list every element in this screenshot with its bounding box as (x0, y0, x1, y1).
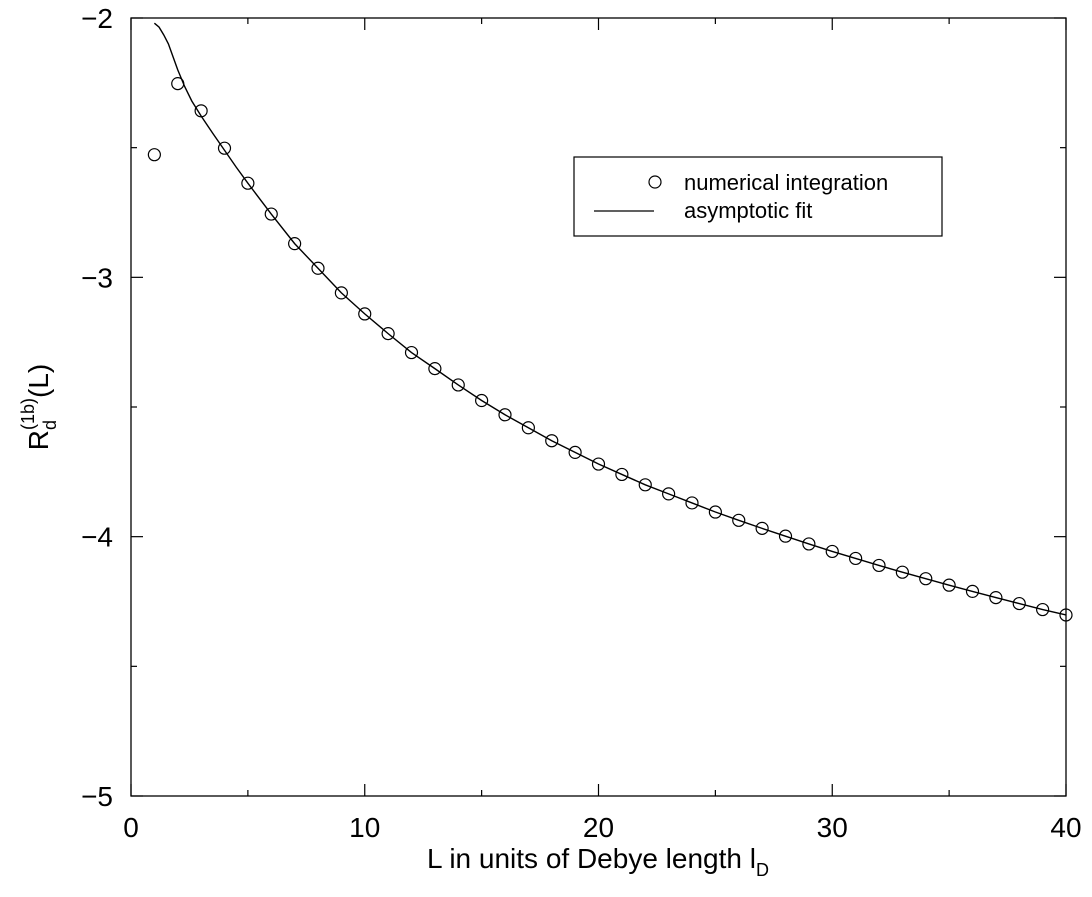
numerical-integration-point (498, 408, 512, 422)
numerical-integration-point (568, 445, 582, 459)
numerical-integration-point (311, 261, 325, 275)
numerical-integration-point (732, 513, 746, 527)
numerical-integration-point (288, 237, 302, 251)
numerical-integration-point (241, 176, 255, 190)
numerical-integration-point (334, 286, 348, 300)
plot-frame (130, 17, 1067, 797)
legend-label-numerical-integration: numerical integration (684, 170, 888, 195)
numerical-integration-point (895, 565, 909, 579)
numerical-integration-point (919, 572, 933, 586)
asymptotic-fit-line (153, 22, 1067, 616)
numerical-integration-point (404, 345, 419, 360)
numerical-integration-point (965, 584, 980, 598)
numerical-integration-point (451, 378, 465, 392)
legend-marker-numerical-integration (648, 175, 662, 189)
x-axis-title: L in units of Debye length lD (427, 843, 769, 880)
numerical-integration-point (264, 207, 278, 221)
numerical-integration-point (428, 362, 442, 376)
asymptotic-fit-series (153, 22, 1067, 616)
x-tick-label: 0 (123, 812, 139, 843)
y-axis-title-tail: (L) (23, 364, 54, 398)
numerical-integration-series (147, 77, 1073, 622)
numerical-integration-point (381, 327, 395, 341)
numerical-integration-point (1012, 596, 1026, 611)
numerical-integration-point (1036, 602, 1050, 617)
legend-box (573, 156, 943, 237)
tick-labels-group: 0 10 20 30 40 −5 −4 −3 −2 (81, 3, 1082, 843)
numerical-integration-point (545, 434, 559, 448)
numerical-integration-point (685, 496, 699, 510)
numerical-integration-point (662, 487, 676, 501)
numerical-integration-point (591, 457, 606, 471)
numerical-integration-point (638, 478, 652, 492)
x-tick-label: 40 (1050, 812, 1081, 843)
numerical-integration-point (194, 104, 208, 118)
y-tick-label: −4 (81, 522, 113, 553)
numerical-integration-point (521, 421, 535, 435)
numerical-integration-point (217, 141, 232, 155)
numerical-integration-point (849, 551, 863, 566)
numerical-integration-point (615, 467, 629, 482)
numerical-integration-point (802, 537, 816, 551)
numerical-integration-point (171, 77, 185, 91)
y-tick-label: −2 (81, 3, 113, 34)
numerical-integration-point (147, 148, 161, 162)
y-tick-label: −3 (81, 262, 113, 293)
numerical-integration-point (1059, 608, 1073, 622)
y-tick-label: −5 (81, 781, 113, 812)
numerical-integration-point (942, 578, 956, 592)
x-tick-label: 20 (583, 812, 614, 843)
x-axis-title-subscript: D (756, 860, 769, 880)
x-tick-label: 30 (817, 812, 848, 843)
y-axis-title-subscript: d (40, 420, 60, 430)
numerical-integration-point (872, 558, 886, 573)
numerical-integration-point (989, 591, 1003, 605)
x-tick-label: 10 (349, 812, 380, 843)
numerical-integration-point (755, 521, 769, 535)
legend: numerical integration asymptotic fit (573, 156, 943, 237)
ticks-group (130, 17, 1067, 797)
numerical-integration-point (358, 307, 372, 321)
legend-label-asymptotic-fit: asymptotic fit (684, 198, 812, 223)
y-axis-title: Rd(1b)(L) (18, 364, 60, 451)
numerical-integration-point (708, 505, 722, 519)
numerical-integration-point (778, 529, 793, 543)
numerical-integration-point (825, 544, 839, 559)
y-axis-title-superscript: (1b) (18, 398, 38, 430)
numerical-integration-point (475, 393, 489, 408)
